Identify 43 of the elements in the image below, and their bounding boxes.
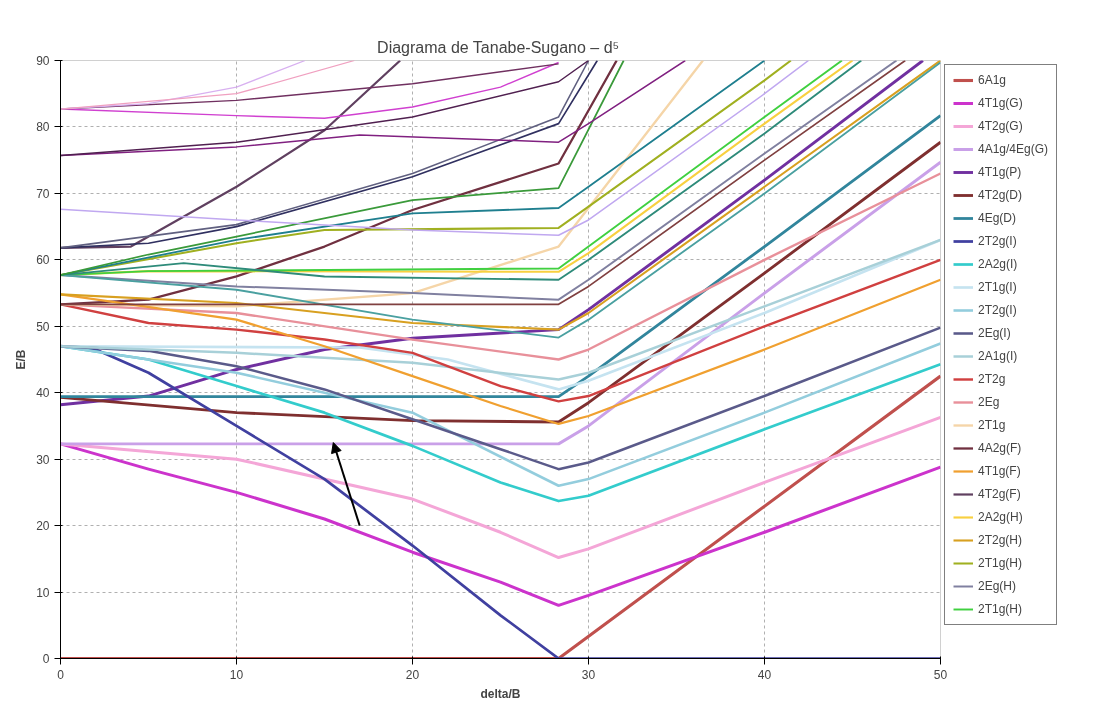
y-tick-label: 40	[36, 386, 50, 401]
legend-label: 4T1g(G)	[978, 96, 1023, 110]
x-tick-label: 30	[581, 667, 596, 682]
y-tick-label: 50	[36, 319, 50, 334]
legend-label: 4A2g(F)	[978, 441, 1022, 455]
legend-label: 2T2g	[978, 372, 1006, 386]
legend-label: 4T2g(F)	[978, 487, 1021, 501]
legend-label: 4Eg(D)	[978, 211, 1017, 225]
y-tick-label: 80	[36, 120, 50, 135]
y-tick-label: 10	[36, 585, 50, 600]
y-tick-label: 60	[36, 253, 50, 268]
legend-label: 6A1g	[978, 73, 1007, 87]
x-tick-label: 50	[933, 667, 948, 682]
chart-title: Diagrama de Tanabe-Sugano – d⁵	[377, 38, 620, 56]
legend-label: 2T2g(I)	[978, 234, 1017, 248]
y-tick-label: 20	[36, 519, 50, 534]
legend-label: 4T1g(F)	[978, 464, 1021, 478]
legend-label: 4T1g(P)	[978, 165, 1022, 179]
legend-label: 4T2g(D)	[978, 188, 1023, 202]
legend-label: 2A2g(I)	[978, 257, 1018, 271]
legend-label: 4T2g(G)	[978, 119, 1023, 133]
x-tick-label: 20	[405, 667, 420, 682]
y-tick-label: 0	[42, 652, 50, 666]
y-tick-label: 90	[36, 54, 50, 68]
legend-label: 2T1g	[978, 418, 1006, 432]
x-tick-label: 10	[229, 667, 244, 682]
legend-label: 2T1g(H)	[978, 556, 1023, 570]
legend-label: 2Eg	[978, 395, 1000, 409]
legend-label: 2T2g(I)	[978, 303, 1017, 317]
x-tick-label: 40	[757, 667, 772, 682]
y-axis-title: E/B	[14, 349, 29, 370]
y-tick-label: 30	[36, 452, 50, 467]
legend-label: 2T1g(I)	[978, 280, 1017, 294]
legend-label: 2A2g(H)	[978, 510, 1023, 524]
legend-label: 2T1g(H)	[978, 602, 1023, 616]
x-axis-title: delta/B	[480, 686, 521, 701]
x-tick-label: 0	[57, 667, 65, 682]
y-tick-label: 70	[36, 186, 50, 201]
legend-label: 2Eg(I)	[978, 326, 1011, 340]
legend-label: 2A1g(I)	[978, 349, 1018, 363]
legend-label: 4A1g/4Eg(G)	[978, 142, 1049, 156]
legend-label: 2T2g(H)	[978, 533, 1023, 547]
legend-label: 2Eg(H)	[978, 579, 1017, 593]
